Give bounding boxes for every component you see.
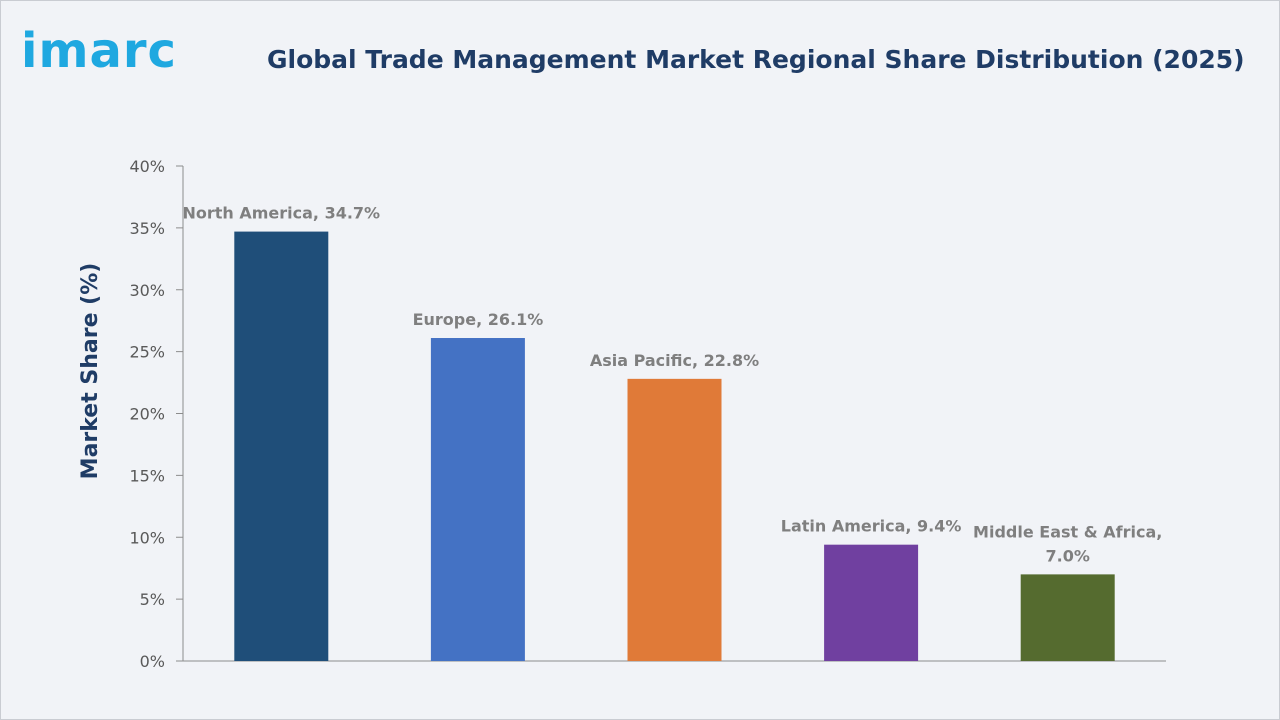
data-label: Europe, 26.1% xyxy=(413,310,544,329)
y-tick-label: 40% xyxy=(129,157,165,176)
y-tick-label: 0% xyxy=(140,652,165,671)
bar-latin-america xyxy=(824,544,919,661)
data-labels: North America, 34.7% Europe, 26.1% Asia Pa… xyxy=(182,204,1162,566)
bar-north-america xyxy=(234,231,329,661)
bar-asia-pacific xyxy=(627,378,722,661)
y-tick-label: 15% xyxy=(129,466,165,485)
y-tick-label: 5% xyxy=(140,590,165,609)
bar-europe xyxy=(430,338,525,661)
data-label: 7.0% xyxy=(1046,546,1090,565)
chart-title: Global Trade Management Market Regional … xyxy=(267,45,1245,74)
data-label: Middle East & Africa, xyxy=(973,522,1162,541)
data-label: Latin America, 9.4% xyxy=(781,517,962,536)
y-tick-label: 25% xyxy=(129,343,165,362)
y-tick-label: 20% xyxy=(129,405,165,424)
y-tick-label: 35% xyxy=(129,219,165,238)
y-axis-label: Market Share (%) xyxy=(78,263,103,480)
bars xyxy=(234,231,1115,661)
bar-middle-east-africa xyxy=(1020,574,1115,661)
axes: 0% 5% 10% 15% 20% 25% 30% 35% 40% xyxy=(129,157,1166,671)
y-tick-label: 30% xyxy=(129,281,165,300)
y-tick-label: 10% xyxy=(129,528,165,547)
imarc-logo: imarc xyxy=(21,23,177,79)
data-label: Asia Pacific, 22.8% xyxy=(590,351,759,370)
data-label: North America, 34.7% xyxy=(182,204,380,223)
